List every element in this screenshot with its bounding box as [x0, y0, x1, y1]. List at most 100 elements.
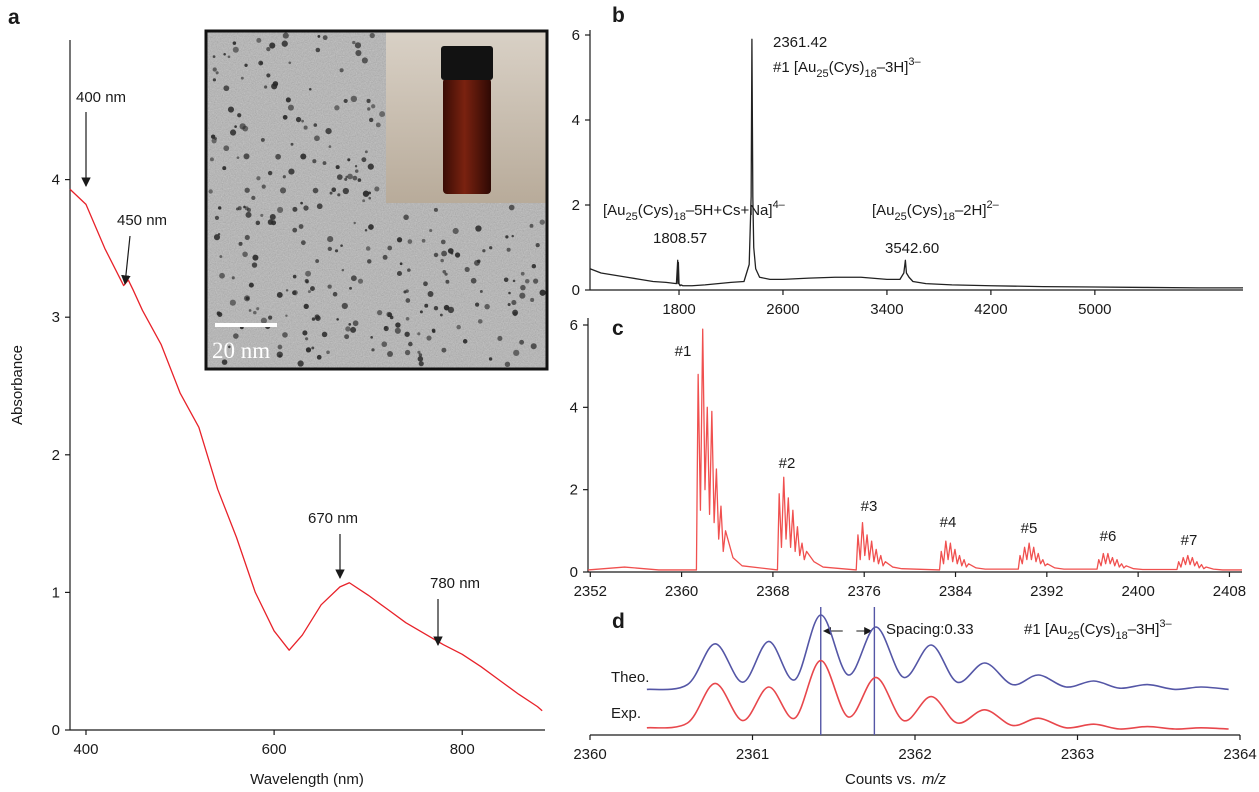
- particle: [282, 332, 288, 338]
- particle: [348, 323, 352, 326]
- text-segment: 4–: [773, 199, 786, 211]
- particle: [261, 184, 266, 189]
- x-tick-label: 2360: [573, 746, 606, 763]
- particle: [407, 268, 411, 272]
- annotation: #4: [940, 514, 957, 531]
- text-segment: –2H]: [955, 202, 987, 219]
- particle: [304, 278, 309, 284]
- particle: [221, 359, 228, 365]
- data-line: [69, 188, 543, 712]
- text-segment: 3–: [1159, 618, 1172, 630]
- text-segment: 25: [1067, 630, 1079, 642]
- particle: [260, 213, 264, 217]
- particle: [322, 35, 328, 41]
- particle: [237, 113, 242, 118]
- particle: [341, 302, 348, 310]
- particle: [408, 341, 413, 347]
- particle: [232, 41, 237, 45]
- particle: [533, 278, 539, 284]
- x-tick-label: 2363: [1061, 746, 1094, 763]
- particle: [529, 223, 534, 228]
- annotation: 670 nm: [308, 510, 358, 527]
- particle: [539, 219, 545, 225]
- particle: [292, 274, 297, 279]
- particle: [240, 76, 244, 80]
- particle: [512, 311, 518, 317]
- particle: [287, 104, 294, 111]
- particle: [312, 187, 319, 194]
- panel-label: b: [612, 4, 625, 27]
- particle: [334, 105, 340, 111]
- particle: [282, 175, 286, 179]
- particle: [441, 250, 448, 257]
- y-tick-label: 2: [572, 197, 580, 214]
- particle: [302, 330, 308, 336]
- particle: [212, 55, 216, 58]
- particle: [511, 234, 514, 238]
- particle: [208, 189, 213, 194]
- particle: [345, 326, 351, 332]
- particle: [316, 354, 322, 360]
- particle: [506, 247, 511, 252]
- particle: [505, 235, 509, 239]
- particle: [326, 350, 330, 355]
- series-label: Exp.: [611, 705, 641, 722]
- particle: [285, 289, 289, 292]
- particle: [379, 111, 386, 118]
- particle: [368, 196, 372, 200]
- particle: [219, 272, 225, 279]
- x-tick-label: 2360: [665, 583, 698, 600]
- particle: [223, 52, 226, 56]
- x-tick-label: 600: [262, 741, 287, 758]
- x-tick-label: 800: [450, 741, 475, 758]
- particle: [382, 254, 388, 260]
- particle: [282, 32, 289, 39]
- particle: [350, 275, 357, 282]
- particle: [403, 214, 409, 221]
- series-label: Theo.: [611, 669, 649, 686]
- particle: [214, 215, 220, 220]
- particle: [433, 207, 438, 212]
- particle: [316, 203, 323, 210]
- text-segment: (Cys): [638, 202, 674, 219]
- particle: [328, 145, 332, 148]
- particle: [512, 279, 516, 283]
- annotation: #3: [861, 498, 878, 515]
- particle: [260, 137, 265, 142]
- particle: [519, 339, 525, 345]
- particle: [405, 289, 409, 293]
- text-segment: Counts vs.: [845, 771, 916, 788]
- x-tick-label: 400: [73, 741, 98, 758]
- particle: [432, 329, 436, 334]
- particle: [276, 291, 283, 298]
- x-tick-label: 5000: [1078, 301, 1111, 318]
- annotation: Spacing:0.33: [886, 621, 974, 638]
- particle: [244, 187, 250, 193]
- particle: [248, 309, 252, 312]
- text-segment: –5H+Cs+Na]: [686, 202, 773, 219]
- particle: [238, 241, 243, 246]
- particle: [236, 156, 240, 160]
- particle: [268, 315, 273, 320]
- particle: [219, 255, 223, 258]
- annotation: #1 [Au25(Cys)18–3H]3–: [1024, 618, 1173, 642]
- particle: [484, 303, 490, 310]
- particle: [395, 322, 401, 328]
- particle: [371, 104, 376, 109]
- particle: [421, 238, 426, 243]
- particle: [342, 187, 349, 195]
- particle: [277, 344, 283, 350]
- text-segment: 18: [864, 68, 876, 80]
- annotation: [Au25(Cys)18–5H+Cs+Na]4–: [603, 199, 786, 223]
- particle: [246, 207, 251, 212]
- particle: [292, 227, 298, 233]
- particle: [267, 170, 273, 176]
- text-segment: 25: [816, 68, 828, 80]
- annotation: 1808.57: [653, 230, 707, 247]
- particle: [454, 252, 461, 258]
- panel-label: a: [8, 6, 20, 29]
- annotation: #7: [1181, 532, 1198, 549]
- particle: [242, 251, 248, 258]
- particle: [369, 32, 375, 39]
